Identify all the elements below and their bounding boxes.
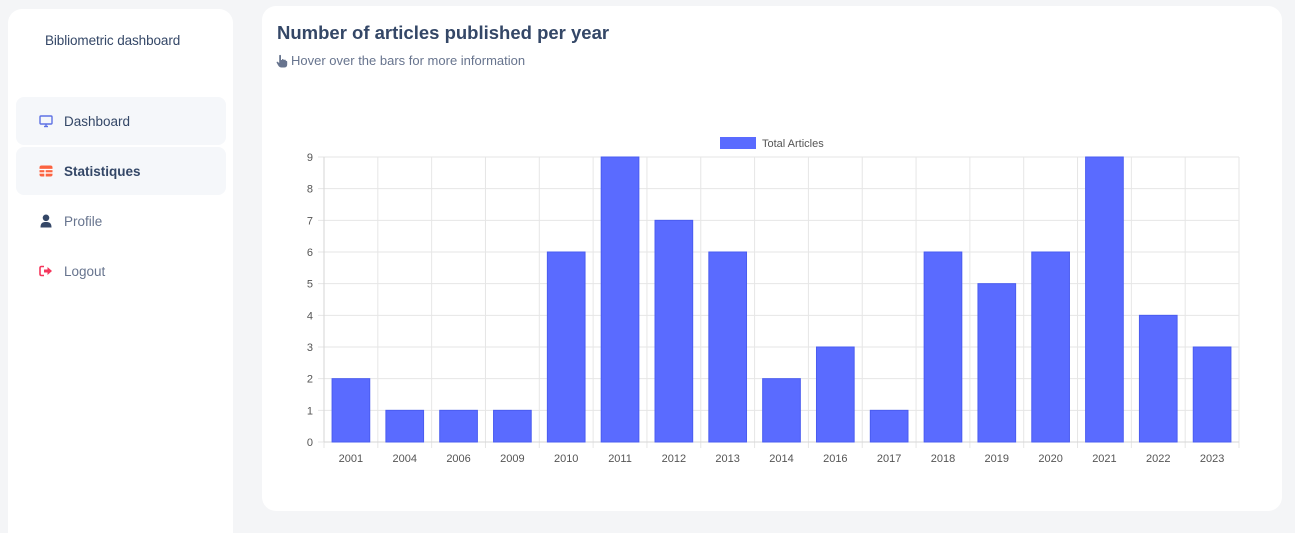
x-tick-label: 2018 — [931, 453, 955, 465]
y-tick-label: 8 — [307, 184, 313, 196]
x-tick-label: 2004 — [392, 453, 416, 465]
sidebar-item-dashboard[interactable]: Dashboard — [16, 97, 226, 145]
sidebar-item-statistiques[interactable]: Statistiques — [16, 147, 226, 195]
sidebar-nav: Dashboard Statistiques Profile Logout — [16, 97, 226, 297]
y-tick-label: 1 — [307, 405, 313, 417]
x-tick-label: 2001 — [339, 453, 363, 465]
x-tick-label: 2006 — [446, 453, 470, 465]
monitor-icon — [38, 113, 54, 129]
x-tick-label: 2017 — [877, 453, 901, 465]
x-tick-label: 2023 — [1200, 453, 1224, 465]
bar[interactable] — [654, 219, 694, 443]
bar[interactable] — [923, 251, 963, 443]
x-tick-label: 2016 — [823, 453, 847, 465]
y-tick-label: 0 — [307, 437, 313, 449]
bar[interactable] — [708, 251, 748, 443]
card-subtitle-text: Hover over the bars for more information — [291, 53, 526, 68]
bar[interactable] — [331, 378, 371, 443]
bar[interactable] — [1031, 251, 1070, 443]
y-tick-label: 4 — [307, 310, 313, 322]
x-tick-label: 2009 — [500, 453, 524, 465]
y-tick-label: 9 — [307, 152, 313, 164]
legend-label: Total Articles — [762, 138, 824, 150]
sidebar-item-profile[interactable]: Profile — [16, 197, 226, 245]
legend-swatch — [720, 137, 756, 149]
x-tick-label: 2013 — [715, 453, 739, 465]
user-icon — [38, 213, 54, 229]
bar[interactable] — [1138, 314, 1178, 443]
bar[interactable] — [385, 409, 425, 443]
bar[interactable] — [815, 346, 855, 443]
x-tick-label: 2020 — [1038, 453, 1062, 465]
y-tick-label: 7 — [307, 215, 313, 227]
table-icon — [38, 163, 54, 179]
bar[interactable] — [439, 409, 478, 443]
sidebar-item-label: Dashboard — [64, 113, 131, 129]
sidebar-item-logout[interactable]: Logout — [16, 247, 226, 295]
card-title: Number of articles published per year — [277, 22, 610, 43]
card-subtitle: Hover over the bars for more information — [276, 53, 525, 68]
bar[interactable] — [600, 156, 640, 443]
bar[interactable] — [762, 378, 801, 443]
sidebar: Bibliometric dashboard Dashboard Statist… — [8, 9, 233, 533]
bar[interactable] — [977, 283, 1017, 443]
chart-card: Number of articles published per year Ho… — [262, 6, 1282, 511]
y-tick-label: 3 — [307, 342, 313, 354]
bar[interactable] — [546, 251, 586, 443]
y-tick-label: 5 — [307, 279, 313, 291]
sidebar-item-label: Statistiques — [64, 163, 141, 179]
brand-title[interactable]: Bibliometric dashboard — [45, 33, 181, 48]
bar[interactable] — [869, 409, 909, 443]
y-tick-label: 6 — [307, 247, 313, 259]
sidebar-item-label: Logout — [64, 263, 106, 279]
bar-chart[interactable]: 0 1 2 3 4 5 6 7 8 9 2001 2004 2006 2009 2010 2011 2012 20… — [262, 6, 1282, 511]
x-tick-label: 2019 — [985, 453, 1009, 465]
logout-icon — [38, 263, 54, 279]
x-tick-label: 2022 — [1146, 453, 1170, 465]
bar[interactable] — [493, 409, 532, 443]
x-tick-label: 2011 — [608, 453, 632, 465]
x-tick-label: 2021 — [1092, 453, 1116, 465]
sidebar-item-label: Profile — [64, 213, 103, 229]
x-tick-label: 2012 — [662, 453, 686, 465]
x-tick-label: 2010 — [554, 453, 578, 465]
y-tick-label: 2 — [307, 374, 313, 386]
x-tick-label: 2014 — [769, 453, 793, 465]
bar[interactable] — [1192, 346, 1232, 443]
hand-pointer-icon — [276, 54, 289, 68]
bar[interactable] — [1085, 156, 1124, 443]
